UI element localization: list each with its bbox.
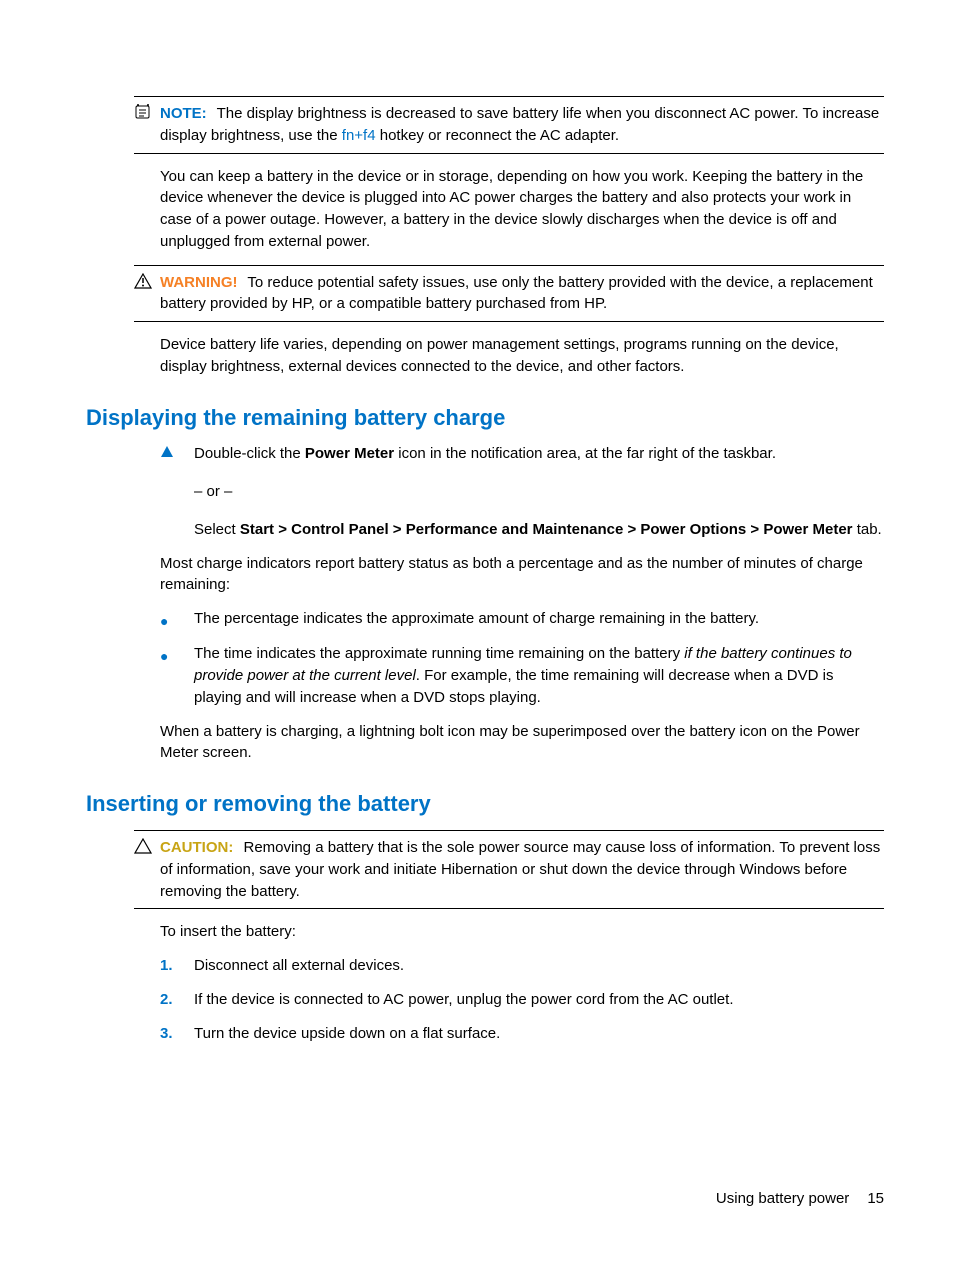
bullet-icon: ● bbox=[160, 643, 194, 708]
step-text: If the device is connected to AC power, … bbox=[194, 989, 733, 1011]
footer-section: Using battery power bbox=[716, 1190, 849, 1207]
footer-page-number: 15 bbox=[867, 1190, 884, 1207]
step-number: 2. bbox=[160, 989, 194, 1011]
note-text-post: hotkey or reconnect the AC adapter. bbox=[376, 127, 620, 144]
note-body: NOTE: The display brightness is decrease… bbox=[160, 103, 884, 147]
warning-body: WARNING! To reduce potential safety issu… bbox=[160, 272, 884, 316]
ordered-list-insert: 1. Disconnect all external devices. 2. I… bbox=[160, 955, 884, 1044]
warning-label: WARNING! bbox=[160, 274, 238, 291]
paragraph-charge-indicators: Most charge indicators report battery st… bbox=[160, 553, 884, 597]
paragraph-lightning-bolt: When a battery is charging, a lightning … bbox=[160, 721, 884, 765]
list-item: ● The time indicates the approximate run… bbox=[160, 643, 884, 708]
heading-display-charge: Displaying the remaining battery charge bbox=[86, 402, 884, 434]
list-item: ● The percentage indicates the approxima… bbox=[160, 608, 884, 631]
step-text-pre: Double-click the bbox=[194, 445, 305, 462]
warning-admonition: WARNING! To reduce potential safety issu… bbox=[134, 265, 884, 323]
step-number: 3. bbox=[160, 1023, 194, 1045]
note-label: NOTE: bbox=[160, 105, 207, 122]
step-text: Turn the device upside down on a flat su… bbox=[194, 1023, 500, 1045]
paragraph-battery-storage: You can keep a battery in the device or … bbox=[160, 166, 884, 253]
caution-label: CAUTION: bbox=[160, 839, 233, 856]
page-footer: Using battery power 15 bbox=[716, 1188, 884, 1210]
caution-text: Removing a battery that is the sole powe… bbox=[160, 839, 880, 900]
step-or: – or – bbox=[194, 481, 884, 503]
note-icon bbox=[134, 103, 160, 120]
step-select-path: Select Start > Control Panel > Performan… bbox=[194, 519, 884, 541]
paragraph-to-insert: To insert the battery: bbox=[160, 921, 884, 943]
step-text: Disconnect all external devices. bbox=[194, 955, 404, 977]
list-item: 2. If the device is connected to AC powe… bbox=[160, 989, 884, 1011]
warning-icon bbox=[134, 272, 160, 289]
list-item: 3. Turn the device upside down on a flat… bbox=[160, 1023, 884, 1045]
step-text-post: icon in the notification area, at the fa… bbox=[394, 445, 776, 462]
hotkey-link[interactable]: fn+f4 bbox=[342, 127, 376, 144]
step-power-meter: Double-click the Power Meter icon in the… bbox=[160, 443, 884, 540]
heading-insert-remove: Inserting or removing the battery bbox=[86, 788, 884, 820]
paragraph-battery-life: Device battery life varies, depending on… bbox=[160, 334, 884, 378]
warning-text: To reduce potential safety issues, use o… bbox=[160, 274, 873, 313]
bullet-list-indicators: ● The percentage indicates the approxima… bbox=[160, 608, 884, 709]
step-bold-power-meter: Power Meter bbox=[305, 445, 394, 462]
caution-admonition: CAUTION: Removing a battery that is the … bbox=[134, 830, 884, 909]
caution-icon bbox=[134, 837, 160, 854]
triangle-icon bbox=[160, 443, 194, 540]
bullet-icon: ● bbox=[160, 608, 194, 631]
bullet-text-percentage: The percentage indicates the approximate… bbox=[194, 608, 759, 631]
bullet-text-time: The time indicates the approximate runni… bbox=[194, 643, 884, 708]
note-admonition: NOTE: The display brightness is decrease… bbox=[134, 96, 884, 154]
caution-body: CAUTION: Removing a battery that is the … bbox=[160, 837, 884, 902]
step-number: 1. bbox=[160, 955, 194, 977]
list-item: 1. Disconnect all external devices. bbox=[160, 955, 884, 977]
